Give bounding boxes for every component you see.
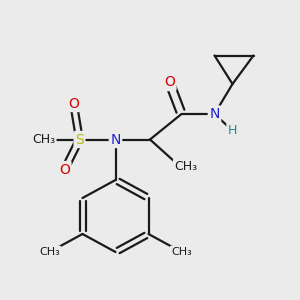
Text: N: N xyxy=(209,107,220,121)
Text: CH₃: CH₃ xyxy=(32,133,55,146)
Text: CH₃: CH₃ xyxy=(39,247,60,257)
Text: CH₃: CH₃ xyxy=(174,160,198,173)
Text: CH₃: CH₃ xyxy=(171,247,192,257)
Text: N: N xyxy=(110,133,121,146)
Text: O: O xyxy=(164,76,175,89)
Text: O: O xyxy=(59,163,70,176)
Text: H: H xyxy=(228,124,237,137)
Text: S: S xyxy=(75,133,84,146)
Text: O: O xyxy=(68,97,79,110)
